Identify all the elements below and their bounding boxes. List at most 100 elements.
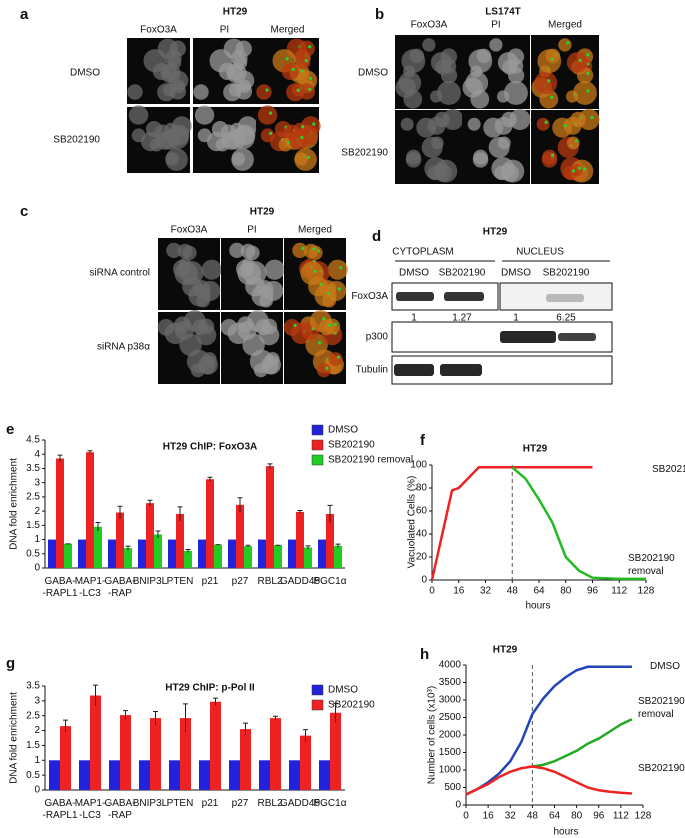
cell xyxy=(400,117,414,131)
cell xyxy=(563,165,578,181)
legend-label: SB202190 removal xyxy=(328,455,413,466)
column-header: Merged xyxy=(548,20,582,31)
x-tick-label: MAP1--LC3 xyxy=(75,798,106,821)
y-tick-label: 2500 xyxy=(439,712,462,723)
column-header: Merged xyxy=(271,25,305,36)
cell xyxy=(536,117,550,131)
x-tick-label: GABA--RAPL1 xyxy=(42,576,77,599)
cell xyxy=(231,148,254,171)
bar xyxy=(116,512,124,568)
bar xyxy=(176,513,184,568)
y-tick-label: 0.5 xyxy=(26,770,40,781)
cell xyxy=(256,84,272,100)
row-label: siRNA control xyxy=(89,268,150,279)
cell xyxy=(233,55,248,70)
cell xyxy=(165,148,188,171)
cell-dot xyxy=(269,131,273,135)
y-tick-label: 80 xyxy=(416,483,428,494)
x-tick-label: PTEN xyxy=(167,576,194,587)
bar xyxy=(146,503,154,568)
cell xyxy=(253,363,268,378)
panel-title: HT29 xyxy=(483,227,508,238)
cell xyxy=(298,40,315,57)
cell-dot xyxy=(304,59,308,63)
cell xyxy=(430,136,444,150)
panel-letter: f xyxy=(420,432,426,449)
legend-swatch xyxy=(311,684,324,696)
panel-letter: d xyxy=(372,228,381,245)
cell xyxy=(281,62,299,80)
bar xyxy=(49,760,60,790)
x-tick-label: p21 xyxy=(202,798,219,809)
cell xyxy=(318,319,335,336)
cell xyxy=(283,318,301,336)
cell xyxy=(442,108,464,131)
cell xyxy=(190,363,205,378)
cell xyxy=(157,83,176,102)
y-tick-label: 2.5 xyxy=(26,710,40,721)
x-tick-label: p21 xyxy=(202,576,219,587)
error-bar xyxy=(87,450,93,454)
error-bar xyxy=(153,711,158,725)
quantification: 1.27 xyxy=(452,313,472,324)
cell xyxy=(552,117,573,138)
y-tick-label: 0 xyxy=(455,800,461,811)
legend-swatch xyxy=(311,439,324,451)
cell xyxy=(468,49,493,73)
cell xyxy=(251,284,274,307)
cell xyxy=(422,38,436,52)
cell-dot xyxy=(571,169,576,173)
cell-dot xyxy=(574,139,578,143)
bar xyxy=(319,760,330,790)
y-tick-label: 0 xyxy=(34,563,40,574)
cell-dot xyxy=(293,323,297,327)
x-tick-label: PGC1α xyxy=(313,798,346,809)
x-tick-label: 16 xyxy=(483,811,495,822)
cell xyxy=(483,117,504,138)
bar xyxy=(244,546,252,568)
legend-swatch xyxy=(311,699,324,711)
y-tick-label: 1.5 xyxy=(26,740,40,751)
blot-band xyxy=(396,292,434,301)
bar xyxy=(274,545,282,568)
error-bar xyxy=(297,510,303,514)
y-tick-label: 0.5 xyxy=(26,548,40,559)
x-tick-label: 96 xyxy=(587,586,599,597)
bar xyxy=(334,545,342,568)
bar xyxy=(318,539,326,568)
bar xyxy=(236,504,244,568)
cell xyxy=(238,116,258,136)
row-label: DMSO xyxy=(358,68,388,79)
error-bar xyxy=(57,454,63,462)
bar xyxy=(169,760,180,790)
x-tick-label: 112 xyxy=(613,811,629,822)
cell-dot xyxy=(333,322,337,327)
y-axis-label: DNA fold enrichment xyxy=(9,692,20,784)
cell xyxy=(436,81,461,105)
x-tick-label: RBL2 xyxy=(257,576,282,587)
error-bar xyxy=(93,684,98,706)
cell xyxy=(489,38,503,52)
x-axis-label: hours xyxy=(525,601,550,612)
y-tick-label: 2.5 xyxy=(26,492,40,503)
x-tick-label: MAP1--LC3 xyxy=(75,576,106,599)
y-tick-label: 2000 xyxy=(439,730,462,741)
cell xyxy=(218,62,236,80)
cell xyxy=(314,284,337,307)
row-label: siRNA p38α xyxy=(97,342,150,353)
error-bar xyxy=(335,543,341,548)
chart-title: HT29 xyxy=(493,645,518,656)
cell xyxy=(128,105,149,125)
cell xyxy=(497,136,511,150)
cell-dot xyxy=(578,166,582,170)
x-tick-label: RBL2 xyxy=(257,798,282,809)
chart-title: HT29 ChIP: FoxO3A xyxy=(163,442,257,453)
error-bar xyxy=(63,719,68,733)
error-bar xyxy=(213,697,218,706)
cell xyxy=(534,71,558,95)
y-tick-label: 40 xyxy=(416,529,428,540)
cell-dot xyxy=(547,79,551,83)
cell xyxy=(300,261,324,286)
error-bar xyxy=(333,702,338,723)
x-tick-label: 48 xyxy=(527,811,539,822)
